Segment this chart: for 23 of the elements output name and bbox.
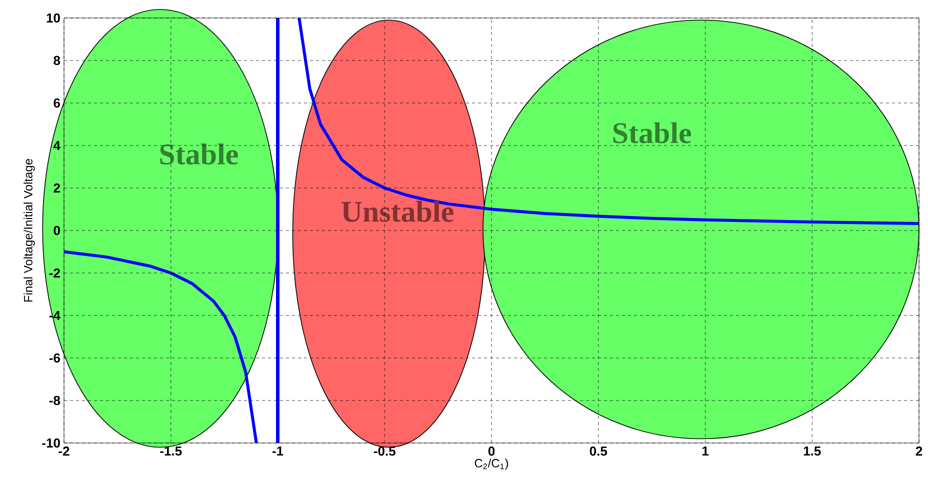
- x-tick-label: 2: [916, 446, 922, 456]
- y-tick-label: 2: [54, 183, 60, 193]
- y-tick-label: 6: [54, 98, 60, 108]
- x-tick-label: -1: [272, 446, 284, 456]
- y-tick-label: -8: [49, 396, 60, 406]
- x-tick-label: 0: [488, 446, 495, 456]
- y-tick-label: -6: [49, 353, 60, 363]
- y-tick-label: 10: [46, 13, 60, 23]
- annotation: Stable: [160, 143, 238, 165]
- y-tick-label: 8: [54, 56, 60, 66]
- y-tick-label: -10: [42, 438, 60, 448]
- x-tick-label: 1: [702, 446, 709, 456]
- x-axis-title: C$_{2}$/C$_{1}$): [474, 458, 508, 470]
- x-tick-label: 1.5: [804, 446, 821, 456]
- y-tick-label: -2: [49, 268, 60, 278]
- x-tick-label: 0.5: [590, 446, 608, 456]
- annotation: Unstable: [342, 200, 454, 222]
- annotation: Stable: [613, 122, 692, 144]
- x-tick-label: -1.5: [160, 446, 182, 456]
- y-axis-title: Final Voltage/Initial Voltage: [24, 159, 35, 302]
- y-tick-label: 4: [53, 141, 60, 150]
- y-tick-label: 0: [54, 226, 60, 236]
- x-tick-label: -0.5: [374, 446, 396, 456]
